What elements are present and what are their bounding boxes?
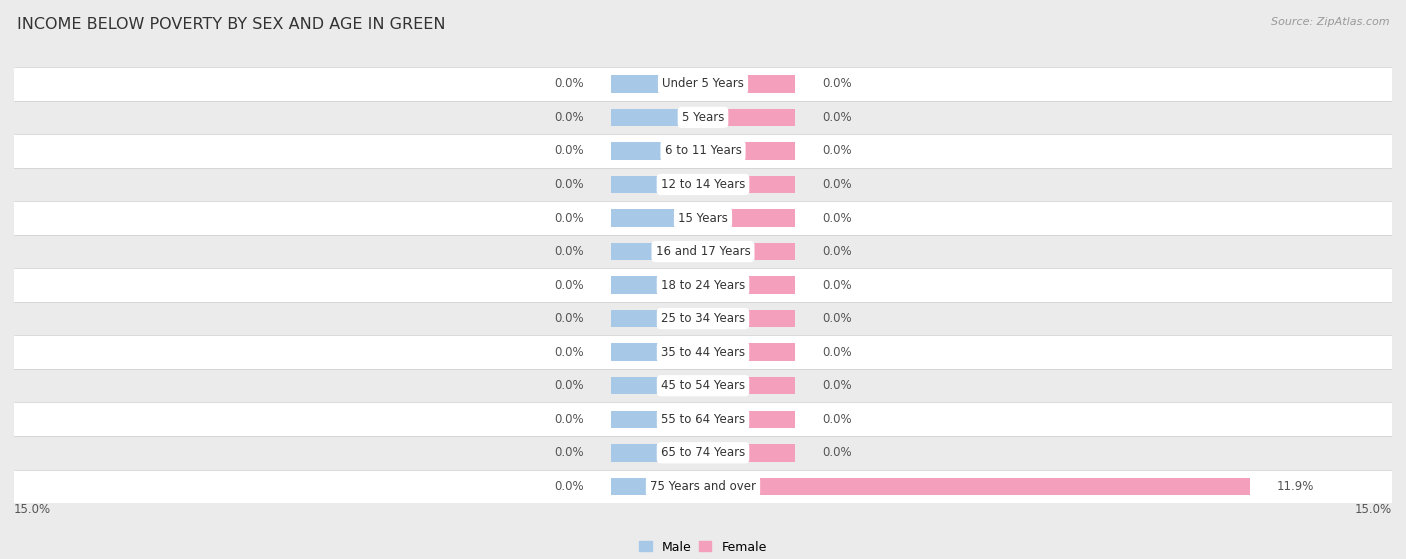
Text: 12 to 14 Years: 12 to 14 Years [661,178,745,191]
Text: 75 Years and over: 75 Years and over [650,480,756,493]
Text: 0.0%: 0.0% [554,379,583,392]
Bar [703,343,794,361]
Text: 0.0%: 0.0% [554,278,583,292]
Bar [612,176,703,193]
Text: 11.9%: 11.9% [1277,480,1315,493]
Text: 15.0%: 15.0% [1355,503,1392,516]
Bar [703,176,794,193]
Bar [703,243,794,260]
Bar [612,276,703,294]
Bar [14,302,1392,335]
Bar [703,477,1250,495]
Text: 0.0%: 0.0% [823,178,852,191]
Text: 0.0%: 0.0% [823,278,852,292]
Text: 0.0%: 0.0% [554,480,583,493]
Bar [703,142,794,160]
Text: 0.0%: 0.0% [823,446,852,459]
Text: 35 to 44 Years: 35 to 44 Years [661,345,745,359]
Bar [612,343,703,361]
Bar [703,209,794,227]
Text: 0.0%: 0.0% [823,77,852,91]
Bar [703,310,794,328]
Text: 0.0%: 0.0% [823,245,852,258]
Text: Source: ZipAtlas.com: Source: ZipAtlas.com [1271,17,1389,27]
Text: 0.0%: 0.0% [554,345,583,359]
Text: 0.0%: 0.0% [823,211,852,225]
Bar [612,243,703,260]
Bar [703,75,794,93]
Bar [703,444,794,462]
Text: 25 to 34 Years: 25 to 34 Years [661,312,745,325]
Text: 0.0%: 0.0% [823,111,852,124]
Text: 0.0%: 0.0% [823,312,852,325]
Bar [612,209,703,227]
Bar [612,142,703,160]
Bar [14,201,1392,235]
Bar [703,377,794,395]
Text: 0.0%: 0.0% [823,144,852,158]
Bar [14,67,1392,101]
Bar [612,410,703,428]
Bar [14,436,1392,470]
Bar [703,108,794,126]
Bar [14,335,1392,369]
Text: 65 to 74 Years: 65 to 74 Years [661,446,745,459]
Bar [612,310,703,328]
Text: 0.0%: 0.0% [554,312,583,325]
Bar [703,410,794,428]
Text: 5 Years: 5 Years [682,111,724,124]
Text: 0.0%: 0.0% [554,211,583,225]
Bar [14,369,1392,402]
Bar [612,477,703,495]
Text: Under 5 Years: Under 5 Years [662,77,744,91]
Bar [14,402,1392,436]
Bar [14,470,1392,503]
Text: 0.0%: 0.0% [554,111,583,124]
Text: 0.0%: 0.0% [554,446,583,459]
Text: 0.0%: 0.0% [823,379,852,392]
Bar [14,101,1392,134]
Text: 6 to 11 Years: 6 to 11 Years [665,144,741,158]
Bar [612,75,703,93]
Text: 15.0%: 15.0% [14,503,51,516]
Bar [14,268,1392,302]
Text: 0.0%: 0.0% [823,345,852,359]
Text: 16 and 17 Years: 16 and 17 Years [655,245,751,258]
Text: 55 to 64 Years: 55 to 64 Years [661,413,745,426]
Bar [14,134,1392,168]
Bar [14,168,1392,201]
Text: 0.0%: 0.0% [823,413,852,426]
Bar [703,276,794,294]
Text: INCOME BELOW POVERTY BY SEX AND AGE IN GREEN: INCOME BELOW POVERTY BY SEX AND AGE IN G… [17,17,446,32]
Legend: Male, Female: Male, Female [640,541,766,553]
Text: 45 to 54 Years: 45 to 54 Years [661,379,745,392]
Bar [612,108,703,126]
Text: 0.0%: 0.0% [554,413,583,426]
Text: 0.0%: 0.0% [554,77,583,91]
Text: 15 Years: 15 Years [678,211,728,225]
Text: 18 to 24 Years: 18 to 24 Years [661,278,745,292]
Bar [612,377,703,395]
Text: 0.0%: 0.0% [554,178,583,191]
Bar [14,235,1392,268]
Bar [612,444,703,462]
Text: 0.0%: 0.0% [554,144,583,158]
Text: 0.0%: 0.0% [554,245,583,258]
